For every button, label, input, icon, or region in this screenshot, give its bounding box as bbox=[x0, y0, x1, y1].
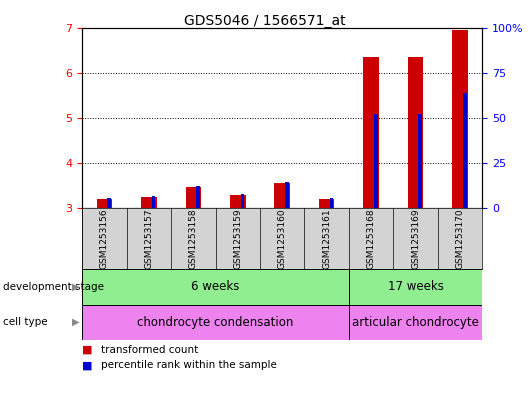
Text: 6 weeks: 6 weeks bbox=[191, 280, 240, 294]
Bar bbox=[241, 194, 244, 208]
Bar bbox=[186, 187, 201, 208]
Bar bbox=[152, 196, 155, 208]
Text: ▶: ▶ bbox=[72, 317, 79, 327]
Text: GSM1253156: GSM1253156 bbox=[100, 208, 109, 269]
Bar bbox=[374, 114, 377, 208]
Text: 17 weeks: 17 weeks bbox=[387, 280, 444, 294]
Bar bbox=[107, 198, 111, 208]
Bar bbox=[330, 198, 333, 208]
Bar bbox=[141, 197, 157, 208]
Bar bbox=[196, 185, 200, 208]
Bar bbox=[349, 305, 482, 340]
Bar bbox=[319, 199, 334, 208]
Text: GSM1253169: GSM1253169 bbox=[411, 208, 420, 269]
Text: ■: ■ bbox=[82, 360, 93, 371]
Text: GSM1253159: GSM1253159 bbox=[233, 208, 242, 269]
Bar bbox=[275, 184, 290, 208]
Bar bbox=[463, 93, 466, 208]
Bar bbox=[230, 195, 245, 208]
Text: transformed count: transformed count bbox=[101, 345, 198, 355]
Text: GSM1253160: GSM1253160 bbox=[278, 208, 287, 269]
Text: GSM1253158: GSM1253158 bbox=[189, 208, 198, 269]
Bar bbox=[408, 57, 423, 208]
Text: articular chondrocyte: articular chondrocyte bbox=[352, 316, 479, 329]
Bar bbox=[82, 305, 349, 340]
Text: chondrocyte condensation: chondrocyte condensation bbox=[137, 316, 294, 329]
Text: GSM1253157: GSM1253157 bbox=[144, 208, 153, 269]
Bar bbox=[419, 114, 422, 208]
Bar bbox=[349, 269, 482, 305]
Text: ■: ■ bbox=[82, 345, 93, 355]
Text: percentile rank within the sample: percentile rank within the sample bbox=[101, 360, 277, 371]
Text: GSM1253168: GSM1253168 bbox=[367, 208, 376, 269]
Text: GSM1253161: GSM1253161 bbox=[322, 208, 331, 269]
Bar bbox=[452, 30, 468, 208]
Bar bbox=[285, 182, 289, 208]
Bar bbox=[364, 57, 379, 208]
Bar bbox=[96, 199, 112, 208]
Text: GSM1253170: GSM1253170 bbox=[456, 208, 465, 269]
Text: ▶: ▶ bbox=[72, 282, 79, 292]
Text: development stage: development stage bbox=[3, 282, 104, 292]
Text: GDS5046 / 1566571_at: GDS5046 / 1566571_at bbox=[184, 14, 346, 28]
Text: cell type: cell type bbox=[3, 317, 47, 327]
Bar bbox=[82, 269, 349, 305]
